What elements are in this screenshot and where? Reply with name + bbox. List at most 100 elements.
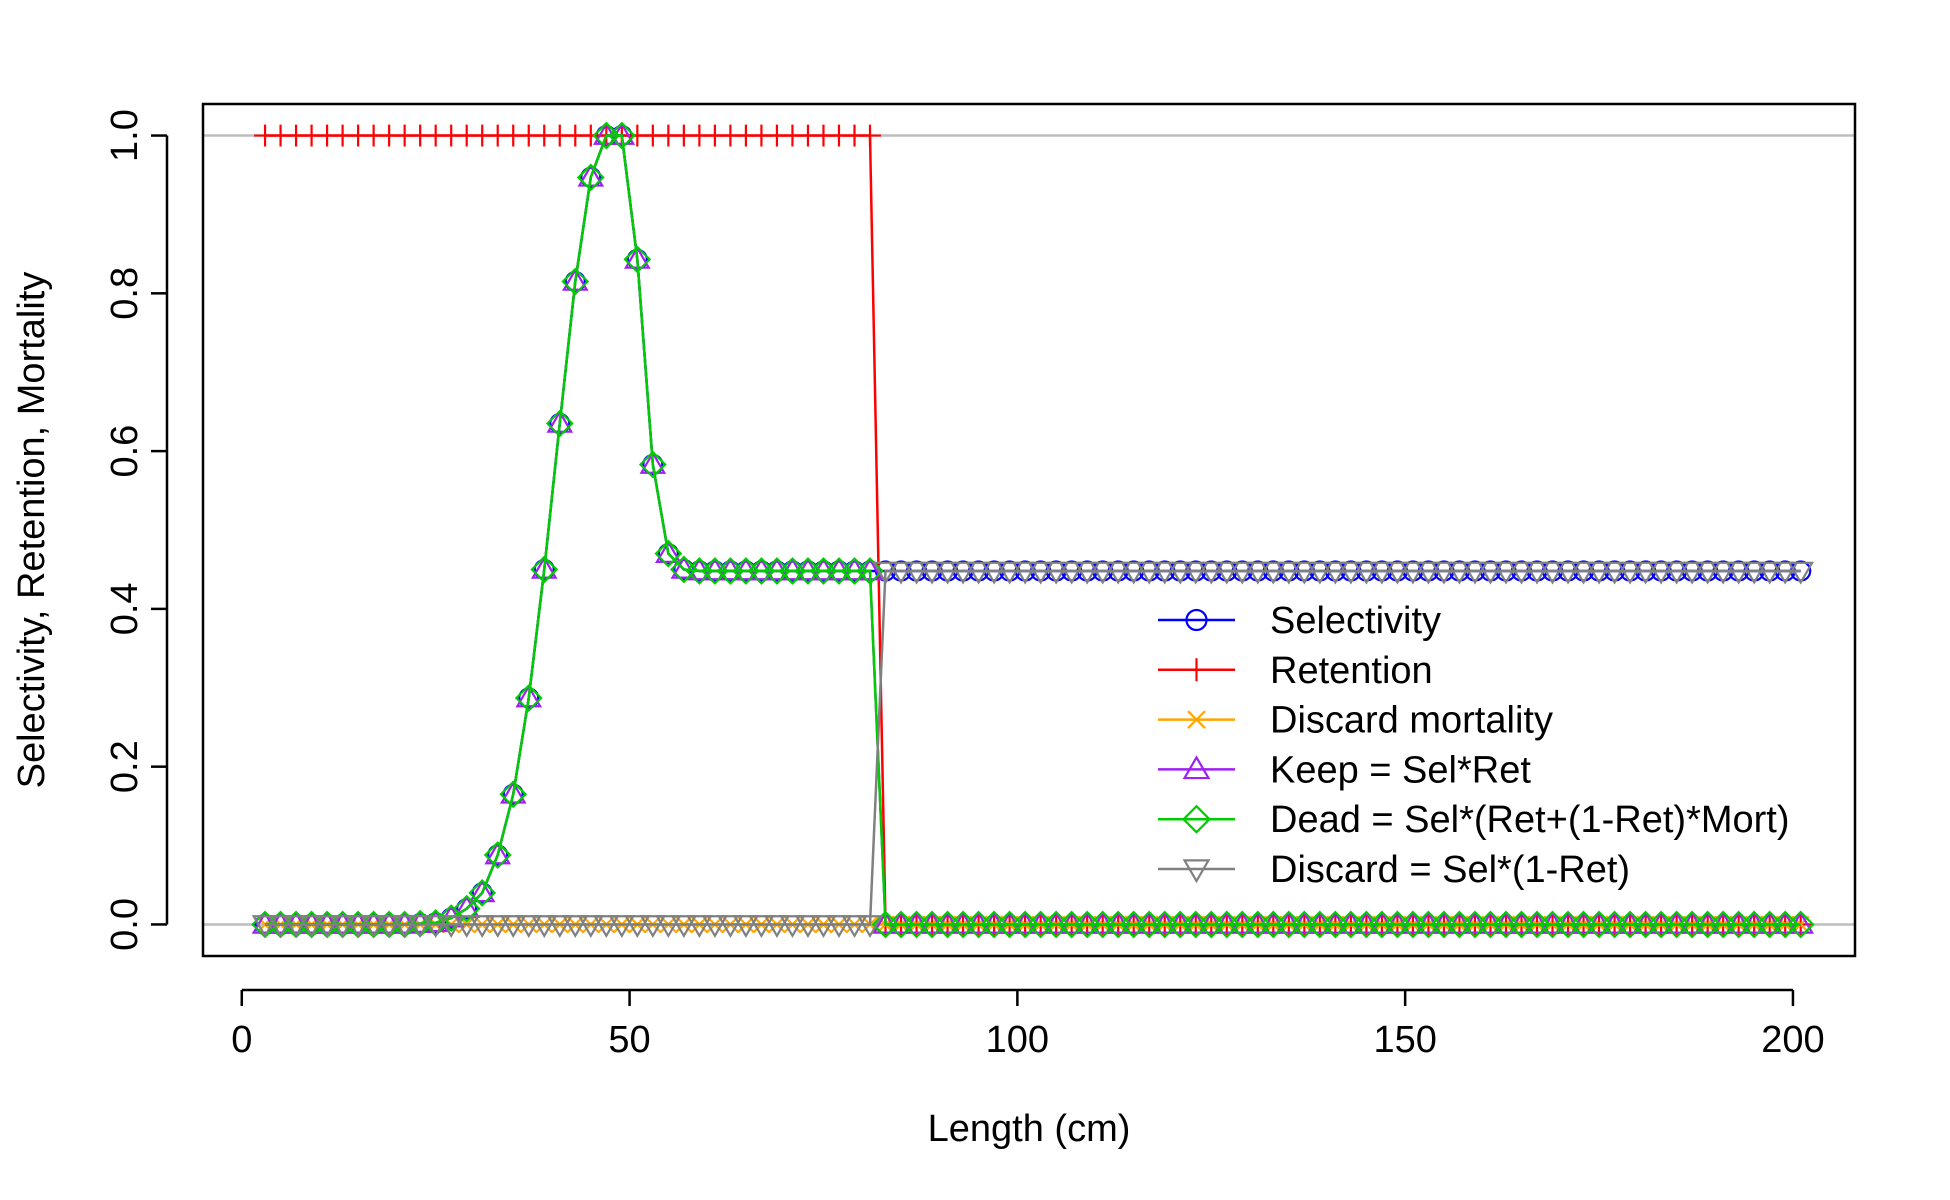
plot-frame — [201, 102, 1857, 958]
data-point — [1678, 561, 1706, 585]
series-discard-sel-1-ret — [251, 561, 1815, 939]
data-point — [655, 915, 682, 939]
data-point — [1725, 561, 1752, 585]
x-axis: 0 50 100 150 200 — [231, 988, 1825, 1061]
data-point — [267, 915, 294, 939]
data-point — [949, 561, 977, 585]
data-point — [329, 915, 356, 939]
data-point — [437, 915, 465, 939]
data-point — [561, 915, 589, 939]
data-point — [499, 915, 527, 939]
data-point — [1616, 561, 1644, 585]
x-tick-label: 50 — [608, 1019, 650, 1061]
data-point — [1306, 561, 1334, 585]
data-point — [1228, 561, 1256, 585]
data-point — [1601, 561, 1628, 585]
data-point — [1337, 561, 1365, 585]
data-point — [841, 915, 868, 939]
data-point — [452, 894, 481, 923]
data-point — [1663, 561, 1690, 585]
data-point — [1182, 755, 1211, 780]
data-point — [717, 915, 744, 939]
data-point — [1477, 561, 1504, 585]
data-point — [499, 780, 527, 804]
data-point — [1585, 561, 1613, 585]
data-point — [624, 915, 651, 939]
x-tick-label: 150 — [1373, 1019, 1436, 1061]
data-point — [639, 915, 667, 939]
data-point — [1259, 561, 1287, 585]
data-point — [856, 557, 884, 585]
data-point — [1197, 561, 1225, 585]
legend-item-selectivity: Selectivity — [1158, 600, 1441, 642]
data-point — [1756, 561, 1784, 585]
data-point — [887, 561, 915, 585]
data-point — [515, 915, 543, 939]
data-point — [298, 915, 325, 939]
data-point — [515, 684, 543, 708]
data-point — [1446, 561, 1473, 585]
data-point — [360, 915, 387, 939]
data-point — [1322, 561, 1349, 585]
data-point — [1771, 561, 1799, 585]
data-point — [1073, 561, 1101, 585]
legend-label: Selectivity — [1270, 600, 1441, 642]
data-point — [422, 915, 449, 939]
series-line — [265, 134, 1801, 926]
data-point — [794, 915, 822, 939]
data-point — [1135, 561, 1163, 585]
data-point — [701, 915, 729, 939]
data-point — [1492, 561, 1520, 585]
data-point — [607, 121, 636, 150]
data-point — [530, 915, 558, 939]
data-point — [1740, 561, 1768, 585]
data-point — [748, 915, 775, 939]
data-point — [1632, 561, 1659, 585]
data-point — [1647, 561, 1675, 585]
data-point — [1011, 561, 1039, 585]
y-tick-label: 0.0 — [104, 898, 146, 951]
series-layer — [251, 121, 1815, 939]
x-axis-title: Length (cm) — [928, 1108, 1131, 1150]
legend-item-discard-sel-1-ret: Discard = Sel*(1-Ret) — [1158, 849, 1630, 891]
data-point — [1042, 561, 1070, 585]
data-point — [545, 409, 574, 438]
data-point — [732, 915, 760, 939]
data-point — [934, 561, 961, 585]
x-tick-label: 200 — [1761, 1019, 1824, 1061]
data-point — [1104, 561, 1132, 585]
data-point — [1151, 561, 1179, 585]
x-tick-label: 100 — [986, 1019, 1049, 1061]
legend-label: Keep = Sel*Ret — [1270, 749, 1531, 791]
data-point — [1709, 561, 1737, 585]
data-point — [996, 561, 1023, 585]
y-axis-title: Selectivity, Retention, Mortality — [11, 272, 53, 789]
data-point — [592, 915, 620, 939]
legend: Selectivity Retention Discard mortality Kee… — [1158, 600, 1790, 891]
y-tick-label: 1.0 — [104, 109, 146, 162]
legend-label: Discard mortality — [1270, 700, 1553, 742]
legend-label: Dead = Sel*(Ret+(1-Ret)*Mort) — [1270, 799, 1790, 841]
data-point — [1523, 561, 1551, 585]
data-point — [670, 915, 698, 939]
data-point — [561, 267, 590, 296]
data-point — [577, 915, 605, 939]
data-point — [1368, 561, 1396, 585]
data-point — [872, 561, 899, 585]
data-point — [1508, 561, 1535, 585]
x-tick-label: 0 — [231, 1019, 252, 1061]
data-point — [980, 561, 1008, 585]
data-point — [1353, 561, 1380, 585]
data-point — [639, 450, 667, 474]
legend-item-discard-mortality: Discard mortality — [1158, 700, 1553, 742]
data-point — [779, 915, 806, 939]
data-point — [608, 915, 636, 939]
data-point — [1786, 910, 1815, 939]
data-point — [483, 841, 512, 869]
data-point — [1415, 561, 1442, 585]
data-point — [468, 915, 496, 939]
data-point — [1291, 561, 1318, 585]
data-point — [810, 915, 837, 939]
y-axis: 0.0 0.2 0.4 0.6 0.8 1.0 — [104, 109, 169, 951]
